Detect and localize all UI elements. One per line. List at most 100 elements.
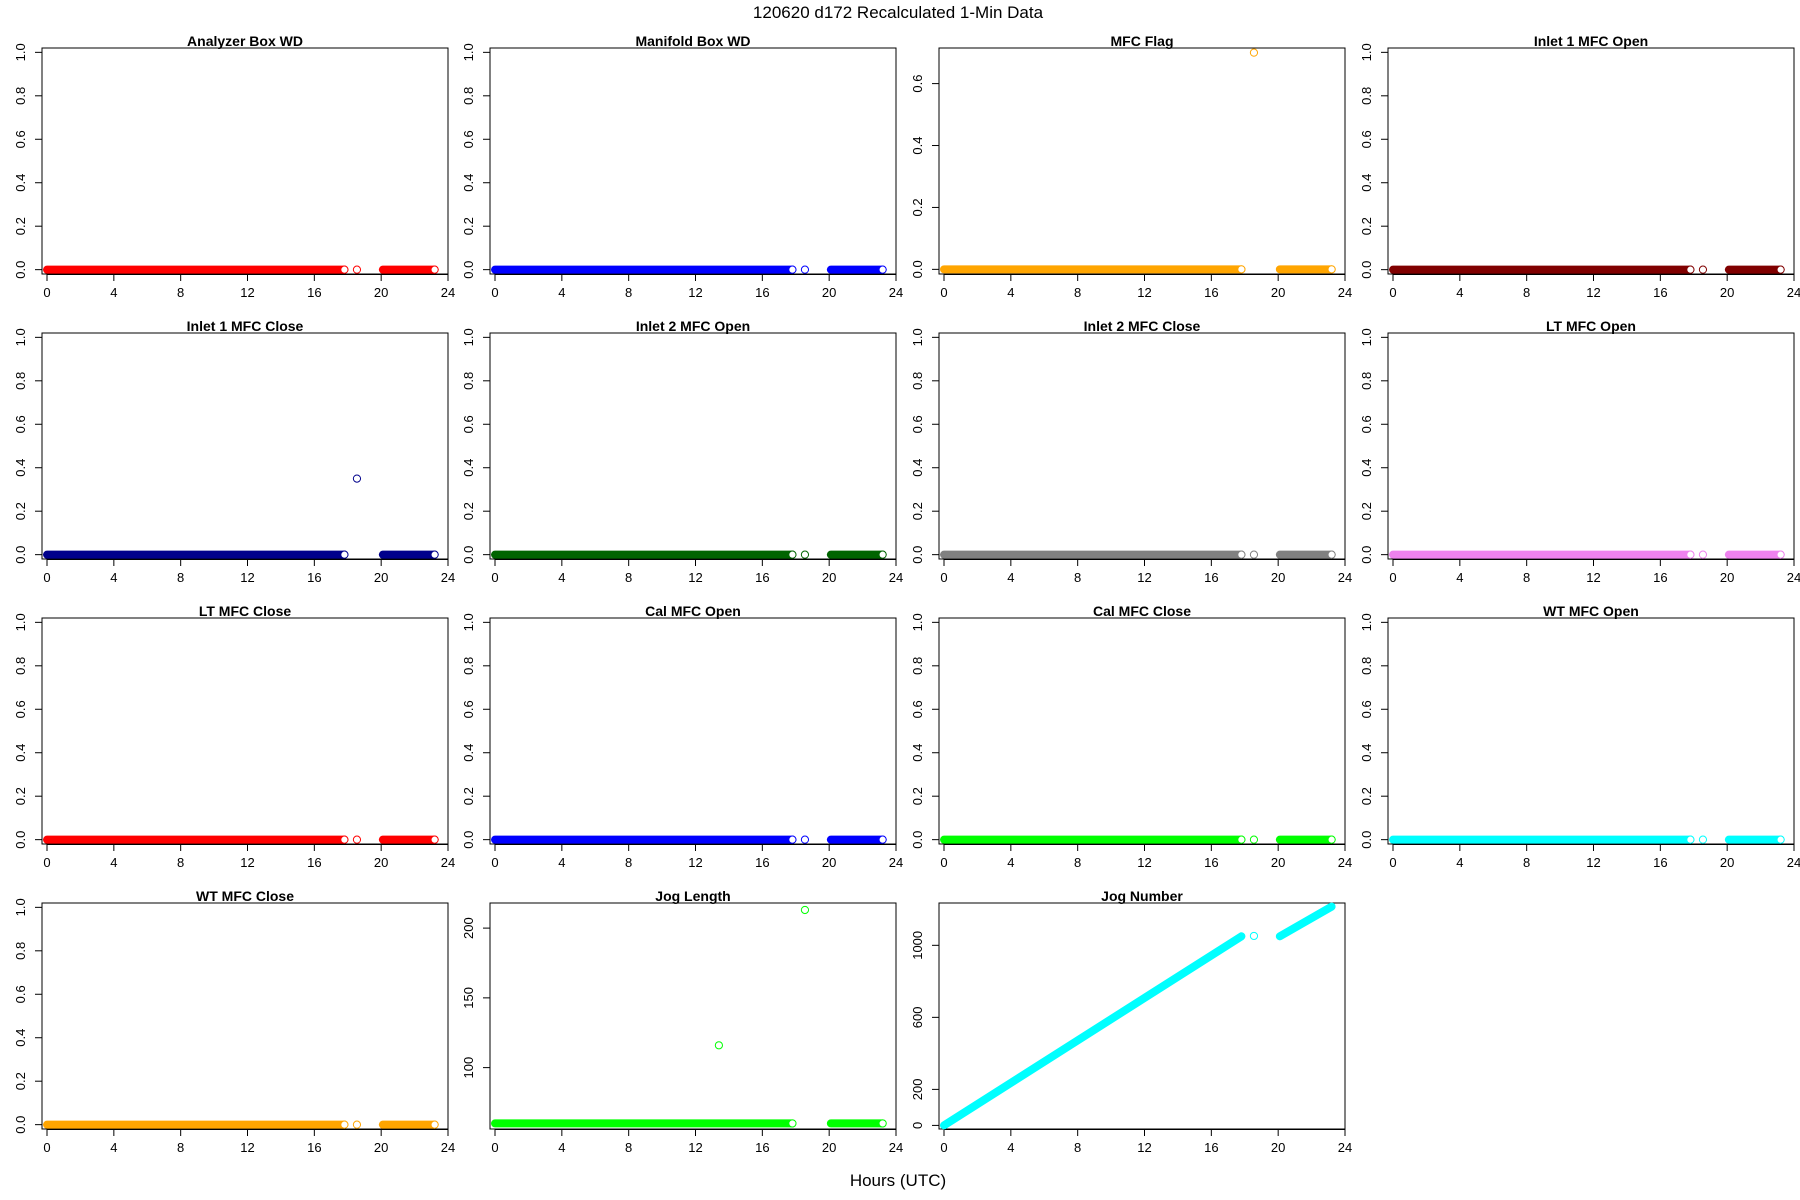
y-tick-label: 0.4 (461, 744, 476, 762)
y-tick-label: 0.6 (910, 700, 925, 718)
data-point (1249, 931, 1259, 941)
x-tick-label: 8 (625, 1140, 632, 1155)
x-tick-label: 12 (240, 285, 254, 300)
panel-title: Cal MFC Open (645, 603, 741, 619)
y-tick-label: 0.2 (910, 502, 925, 520)
x-tick-label: 4 (1007, 570, 1014, 585)
x-tick-label: 12 (1586, 570, 1600, 585)
y-tick-label: 0.2 (13, 1072, 28, 1090)
y-tick-label: 0.6 (1359, 700, 1374, 718)
x-tick-label: 12 (1586, 285, 1600, 300)
y-tick-label: 0.8 (13, 87, 28, 105)
x-tick-label: 16 (1653, 855, 1667, 870)
y-tick-label: 0.0 (910, 831, 925, 849)
y-tick-label: 0.8 (461, 87, 476, 105)
y-tick-label: 0.0 (13, 831, 28, 849)
y-tick-label: 0.8 (910, 657, 925, 675)
y-tick-label: 0.2 (1359, 217, 1374, 235)
y-tick-label: 0.6 (13, 700, 28, 718)
plot-frame (1387, 332, 1795, 560)
y-tick-label: 0.0 (1359, 831, 1374, 849)
y-tick-label: 200 (461, 917, 476, 939)
panel-title: Inlet 1 MFC Open (1534, 33, 1648, 49)
x-tick-label: 4 (110, 570, 117, 585)
x-tick-label: 0 (491, 285, 498, 300)
x-tick-label: 4 (110, 1140, 117, 1155)
plot-frame (41, 617, 449, 845)
plot-frame (41, 332, 449, 560)
x-tick-label: 12 (240, 570, 254, 585)
y-tick-label: 1.0 (910, 328, 925, 346)
panel-title: Analyzer Box WD (187, 33, 303, 49)
x-tick-label: 8 (1074, 570, 1081, 585)
data-point (1237, 265, 1246, 274)
data-point (788, 265, 797, 274)
x-tick-label: 20 (1720, 855, 1734, 870)
panel-title: Inlet 2 MFC Open (636, 318, 750, 334)
x-tick-label: 16 (755, 570, 769, 585)
x-tick-label: 16 (307, 1140, 321, 1155)
y-tick-label: 0 (910, 1122, 925, 1129)
y-tick-label: 0.6 (461, 130, 476, 148)
x-tick-label: 0 (1389, 285, 1396, 300)
plot-frame (489, 902, 897, 1130)
data-point (788, 550, 797, 559)
panel-title: WT MFC Open (1543, 603, 1639, 619)
x-tick-label: 20 (374, 1140, 388, 1155)
x-tick-label: 16 (307, 285, 321, 300)
panel: Manifold Box WD 0 4 8 12 16 20 24 0.0 0.2 0.4 0.6 0.… (461, 33, 903, 300)
x-tick-label: 0 (1389, 855, 1396, 870)
y-tick-label: 0.4 (13, 1029, 28, 1047)
x-tick-label: 0 (491, 570, 498, 585)
data-point (1698, 550, 1708, 559)
x-tick-label: 8 (625, 285, 632, 300)
x-tick-label: 8 (177, 855, 184, 870)
data-point (1686, 550, 1695, 559)
panel-title: Manifold Box WD (635, 33, 750, 49)
x-tick-label: 4 (1007, 1140, 1014, 1155)
y-tick-label: 150 (461, 987, 476, 1009)
x-tick-label: 24 (441, 285, 455, 300)
x-tick-label: 4 (110, 855, 117, 870)
x-tick-label: 16 (307, 570, 321, 585)
y-tick-label: 0.8 (910, 372, 925, 390)
y-tick-label: 0.6 (461, 415, 476, 433)
panel-title: Jog Number (1101, 888, 1183, 904)
data-point (430, 835, 439, 844)
y-tick-label: 0.0 (461, 546, 476, 564)
y-tick-label: 0.4 (1359, 174, 1374, 192)
x-tick-label: 8 (625, 570, 632, 585)
y-tick-label: 0.6 (1359, 415, 1374, 433)
x-tick-label: 16 (755, 855, 769, 870)
x-tick-label: 12 (688, 1140, 702, 1155)
data-point (878, 1119, 887, 1128)
y-tick-label: 0.4 (13, 459, 28, 477)
x-tick-label: 8 (1074, 855, 1081, 870)
x-tick-label: 16 (1204, 855, 1218, 870)
y-tick-label: 0.6 (910, 75, 925, 93)
panel-title: Inlet 2 MFC Close (1084, 318, 1201, 334)
panel-title: Inlet 1 MFC Close (187, 318, 304, 334)
data-point (1327, 265, 1336, 274)
x-tick-label: 8 (1523, 570, 1530, 585)
x-tick-label: 20 (1271, 285, 1285, 300)
data-point (1237, 550, 1246, 559)
x-tick-label: 20 (374, 570, 388, 585)
x-tick-label: 20 (822, 855, 836, 870)
data-point (1776, 265, 1785, 274)
x-tick-label: 12 (1137, 1140, 1151, 1155)
data-point (340, 265, 349, 274)
y-tick-label: 0.4 (910, 744, 925, 762)
y-tick-label: 0.8 (461, 372, 476, 390)
data-point (1776, 550, 1785, 559)
y-tick-label: 0.4 (13, 744, 28, 762)
y-tick-label: 0.2 (910, 198, 925, 216)
y-tick-label: 0.8 (13, 372, 28, 390)
data-point (1698, 835, 1708, 844)
plot-frame (489, 332, 897, 560)
y-tick-label: 0.2 (13, 217, 28, 235)
panel: WT MFC Open 0 4 8 12 16 20 24 0.0 0.2 0.4 0.6 0.8 1.0 (1359, 603, 1800, 870)
y-tick-label: 600 (910, 1006, 925, 1028)
panels: Analyzer Box WD 0 4 8 12 16 20 24 0.0 0.2 0.4 0.6 0.… (13, 33, 1800, 1155)
